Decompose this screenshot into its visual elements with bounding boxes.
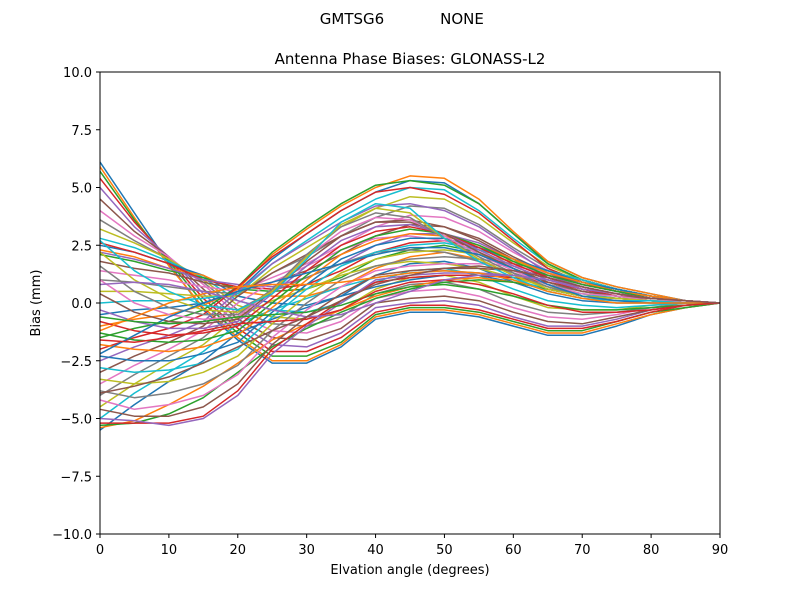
series-line-41 [99, 237, 721, 362]
y-tick-label: −2.5 [60, 355, 92, 370]
y-tick-label: 5.0 [71, 182, 92, 197]
x-tick-label: 20 [230, 543, 247, 558]
x-tick-label: 40 [367, 543, 384, 558]
x-tick-label: 80 [643, 543, 660, 558]
series-line-53 [99, 283, 721, 325]
y-tick-label: 7.5 [71, 124, 92, 139]
y-axis-label: Bias (mm) [29, 270, 44, 337]
x-tick-label: 30 [298, 543, 315, 558]
series-line-56 [99, 265, 721, 394]
y-axis: −10.0 −7.5 −5.0 −2.5 0.0 2.5 5.0 7.5 10.0 [52, 66, 100, 543]
y-tick-label: −5.0 [60, 413, 92, 428]
series-line-2 [99, 166, 721, 362]
y-tick-label: 0.0 [71, 297, 92, 312]
series-line-49 [99, 207, 720, 313]
series-line-47 [99, 216, 721, 320]
series-line-6 [99, 198, 721, 341]
x-tick-label: 10 [161, 543, 178, 558]
suptitle-antenna: GMTSG6 [320, 10, 384, 28]
x-tick-label: 70 [574, 543, 591, 558]
y-tick-label: 2.5 [71, 239, 92, 254]
x-axis-label: Elvation angle (degrees) [330, 563, 489, 578]
x-tick-label: 0 [96, 543, 104, 558]
x-tick-label: 90 [712, 543, 729, 558]
series-line-54 [99, 279, 721, 344]
series-line-52 [99, 269, 720, 332]
series-line-43 [99, 228, 721, 344]
x-tick-label: 60 [505, 543, 522, 558]
chart-title: Antenna Phase Biases: GLONASS-L2 [275, 50, 546, 68]
x-tick-label: 50 [436, 543, 453, 558]
y-tick-label: 10.0 [63, 66, 92, 81]
suptitle-radome: NONE [440, 10, 484, 28]
y-tick-label: −7.5 [60, 470, 92, 485]
x-axis: 0 10 20 30 40 50 60 70 80 90 [96, 534, 728, 558]
y-tick-label: −10.0 [52, 528, 92, 543]
series-layer [99, 161, 721, 431]
series-line-51 [99, 246, 720, 355]
